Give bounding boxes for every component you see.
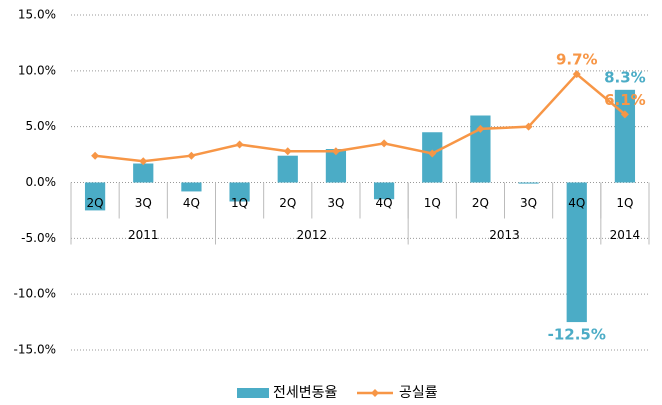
bar: [373, 182, 395, 200]
x-tick-label: 2Q: [87, 196, 104, 210]
legend-label: 공실률: [399, 385, 438, 401]
bar: [566, 182, 587, 323]
x-tick-label: 2Q: [472, 196, 489, 210]
bar: [518, 182, 539, 184]
bar: [325, 149, 347, 183]
line-marker: [139, 157, 148, 166]
value-label: -12.5%: [548, 326, 606, 344]
x-tick-label: 3Q: [327, 196, 344, 210]
legend-marker: [371, 389, 379, 397]
line-marker: [524, 122, 533, 131]
y-tick-label: 0.0%: [26, 175, 57, 189]
x-tick-label: 3Q: [135, 196, 152, 210]
line-marker: [187, 151, 196, 160]
x-tick-label: 4Q: [568, 196, 585, 210]
y-tick-label: -10.0%: [14, 287, 56, 301]
group-label: 2014: [610, 228, 641, 242]
legend-label: 전세변동율: [273, 385, 338, 401]
line-marker: [91, 151, 100, 160]
value-label: 6.1%: [604, 91, 646, 109]
value-label: 8.3%: [604, 68, 646, 86]
y-tick-label: 15.0%: [18, 8, 56, 22]
y-tick-label: 5.0%: [26, 119, 57, 133]
x-tick-label: 3Q: [520, 196, 537, 210]
group-label: 2013: [489, 228, 520, 242]
y-tick-label: -15.0%: [14, 343, 56, 357]
line-marker: [235, 140, 244, 149]
group-label: 2012: [297, 228, 328, 242]
group-label: 2011: [128, 228, 159, 242]
x-tick-label: 2Q: [279, 196, 296, 210]
x-tick-label: 4Q: [183, 196, 200, 210]
bar: [84, 182, 106, 211]
bar: [229, 182, 250, 202]
x-tick-label: 1Q: [231, 196, 248, 210]
x-tick-label: 4Q: [376, 196, 393, 210]
x-tick-label: 1Q: [616, 196, 633, 210]
y-tick-label: 10.0%: [18, 63, 56, 77]
legend-swatch: [237, 388, 269, 398]
line: [94, 72, 626, 163]
bar: [181, 182, 202, 192]
line-marker: [331, 147, 340, 156]
line-marker: [476, 124, 485, 133]
line-marker: [572, 70, 581, 79]
x-tick-label: 1Q: [424, 196, 441, 210]
bar: [133, 163, 154, 183]
line-marker: [428, 149, 437, 158]
y-tick-label: -5.0%: [21, 231, 56, 245]
line-marker: [620, 110, 629, 119]
line-marker: [283, 147, 292, 156]
bar: [277, 155, 298, 183]
line-marker: [380, 139, 389, 148]
value-label: 9.7%: [556, 51, 598, 69]
bar: [614, 89, 636, 183]
